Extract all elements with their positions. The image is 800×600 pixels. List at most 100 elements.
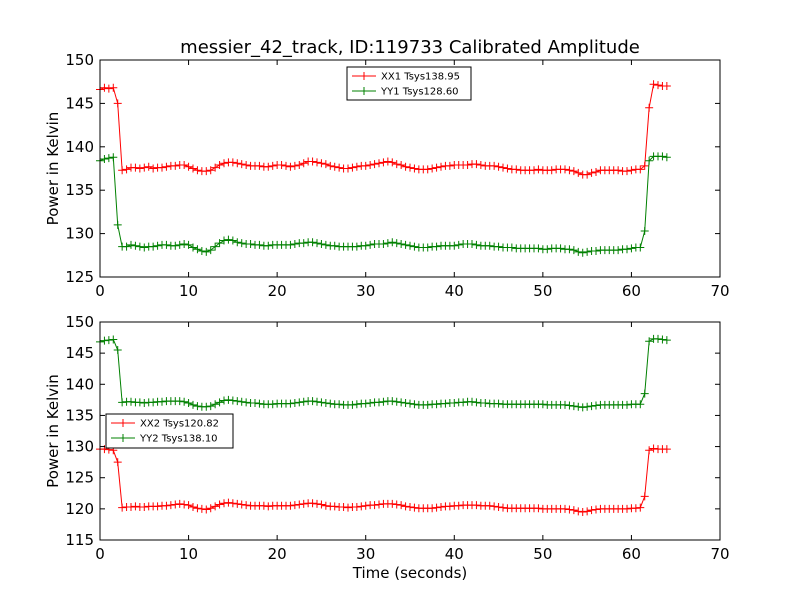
data-point — [113, 99, 122, 108]
data-point — [290, 501, 299, 510]
data-point — [118, 503, 127, 512]
data-point — [224, 235, 233, 244]
data-point — [299, 239, 308, 248]
data-point — [361, 161, 370, 170]
data-point — [175, 240, 184, 249]
data-point — [233, 397, 242, 406]
data-point — [410, 242, 419, 251]
data-point — [299, 159, 308, 168]
legend-label: YY1 Tsys128.60 — [380, 87, 459, 98]
data-point — [131, 163, 140, 172]
data-point — [215, 500, 224, 509]
data-point — [255, 399, 264, 408]
data-point — [255, 161, 264, 170]
data-point — [623, 245, 631, 254]
data-point — [507, 243, 516, 252]
data-point — [317, 159, 326, 168]
y-tick-label: 130 — [65, 438, 94, 456]
data-point — [583, 247, 592, 256]
data-point — [144, 162, 153, 171]
data-point — [118, 398, 127, 407]
data-point — [233, 238, 242, 247]
data-point — [184, 398, 193, 407]
data-point — [295, 398, 304, 407]
legend-marker — [119, 434, 127, 442]
data-point — [228, 499, 237, 508]
data-point — [375, 159, 383, 168]
y-tick-label: 140 — [65, 138, 94, 156]
data-point — [140, 398, 149, 407]
data-point — [135, 242, 144, 251]
data-point — [490, 502, 499, 511]
data-point — [206, 246, 215, 255]
data-point — [587, 402, 596, 411]
data-point — [574, 402, 583, 411]
data-point — [211, 502, 220, 511]
data-point — [233, 159, 242, 168]
data-point — [406, 502, 414, 511]
data-point — [481, 398, 490, 407]
data-point — [202, 402, 211, 411]
data-point — [140, 163, 149, 172]
data-point — [401, 240, 410, 249]
data-point — [468, 240, 476, 249]
axes-frame — [99, 321, 721, 541]
data-point — [392, 397, 401, 406]
data-point — [171, 241, 180, 250]
data-point — [437, 502, 445, 511]
x-tick-label: 10 — [179, 282, 198, 300]
data-point — [379, 240, 388, 249]
series-markers-1 — [96, 444, 671, 516]
x-tick-label: 20 — [268, 282, 287, 300]
data-point — [423, 243, 432, 252]
data-point — [330, 241, 339, 250]
data-point — [184, 240, 193, 249]
data-point — [503, 164, 512, 173]
legend: XX1 Tsys138.95 YY1 Tsys128.60 — [346, 66, 472, 101]
data-point — [640, 226, 649, 235]
data-point — [104, 336, 113, 345]
data-point — [197, 246, 206, 255]
data-point — [432, 163, 441, 172]
data-point — [543, 245, 552, 254]
data-point — [228, 158, 237, 167]
top-panel: 0 10 20 30 40 50 60 70 125 130 135 140 145 150 Power i… — [44, 51, 730, 300]
data-point — [401, 162, 410, 171]
data-point — [242, 161, 251, 170]
y-tick-label: 130 — [65, 225, 94, 243]
data-point — [100, 336, 109, 345]
data-point — [654, 334, 662, 343]
y-tick-label: 150 — [65, 51, 94, 69]
data-point — [220, 396, 228, 405]
data-point — [623, 504, 631, 513]
data-point — [583, 507, 592, 516]
legend-entry-1: XX2 Tsys120.82 — [111, 419, 219, 430]
x-tick-label: 40 — [445, 282, 464, 300]
data-point — [428, 504, 437, 513]
data-point — [277, 161, 286, 170]
data-point — [397, 398, 406, 407]
x-axis-title: Time (seconds) — [352, 564, 468, 582]
data-point — [627, 244, 636, 253]
y-tick-label: 135 — [65, 181, 94, 199]
data-point — [583, 170, 592, 179]
data-point — [472, 240, 481, 249]
data-point — [131, 502, 140, 511]
data-point — [361, 501, 370, 510]
data-point — [592, 505, 600, 514]
data-point — [569, 167, 578, 176]
data-point — [268, 161, 277, 170]
data-point — [569, 506, 578, 515]
data-point — [410, 164, 419, 173]
data-point — [175, 499, 184, 508]
data-point — [184, 162, 193, 171]
data-point — [109, 153, 118, 162]
data-point — [569, 246, 578, 255]
data-point — [565, 245, 574, 254]
data-point — [326, 399, 335, 408]
legend-entry-1: XX1 Tsys138.95 — [352, 72, 460, 83]
data-point — [397, 501, 406, 510]
data-point — [574, 168, 583, 177]
y-axis-title: Power in Kelvin — [44, 374, 62, 488]
data-point — [662, 445, 671, 454]
